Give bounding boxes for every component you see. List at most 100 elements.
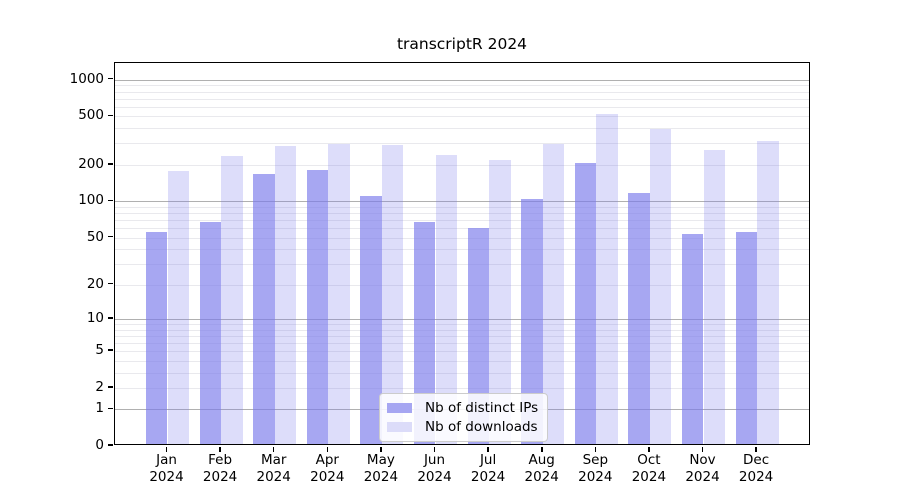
legend-swatch-downloads-icon — [387, 422, 412, 432]
gridline-minor — [115, 237, 809, 239]
y-tick-mark — [108, 114, 113, 117]
gridline-minor — [115, 372, 809, 374]
x-tick-mark — [701, 446, 704, 452]
x-tick-mark — [380, 446, 382, 452]
y-tick-label: 1 — [95, 400, 104, 417]
x-tick-mark — [433, 446, 436, 452]
legend-item-distinct-ips: Nb of distinct IPs — [387, 400, 538, 416]
y-tick-mark — [108, 282, 113, 285]
gridline-minor — [115, 335, 809, 337]
gridline-major — [115, 318, 809, 321]
bar-distinct-ips-jul-2024 — [467, 227, 490, 444]
x-tick-label-apr: Apr 2024 — [310, 452, 345, 485]
bar-downloads-apr-2024 — [328, 143, 350, 444]
gridline-minor — [115, 128, 809, 130]
y-tick-label: 500 — [78, 107, 104, 124]
y-tick-mark — [108, 407, 113, 409]
y-tick-mark — [108, 349, 113, 351]
bar-downloads-jul-2024 — [489, 160, 511, 444]
bar-downloads-jun-2024 — [435, 155, 458, 444]
gridline-minor — [115, 360, 809, 362]
x-tick-label-may: May 2024 — [363, 452, 399, 485]
gridline-minor — [115, 98, 809, 100]
chart-title: transcriptR 2024 — [396, 35, 528, 53]
bar-downloads-sep-2024 — [596, 113, 618, 444]
legend-label-distinct-ips: Nb of distinct IPs — [425, 400, 539, 416]
y-tick-label: 10 — [86, 309, 104, 326]
bar-distinct-ips-mar-2024 — [253, 173, 275, 444]
y-tick-label: 5 — [95, 342, 104, 358]
y-tick-mark — [108, 444, 113, 446]
x-tick-mark — [648, 446, 650, 452]
x-tick-mark — [755, 446, 757, 452]
x-tick-label-dec: Dec 2024 — [738, 452, 774, 485]
legend-label-downloads: Nb of downloads — [425, 419, 538, 435]
bar-distinct-ips-nov-2024 — [681, 233, 704, 444]
y-tick-label: 50 — [86, 228, 104, 245]
legend-item-downloads: Nb of downloads — [387, 419, 538, 435]
legend: Nb of distinct IPs Nb of downloads — [379, 393, 549, 442]
y-tick-label: 100 — [78, 192, 104, 209]
bar-distinct-ips-sep-2024 — [574, 163, 597, 444]
y-tick-mark — [108, 386, 113, 388]
y-tick-mark — [108, 163, 113, 165]
y-tick-mark — [108, 199, 113, 201]
x-tick-label-oct: Oct 2024 — [631, 452, 667, 485]
legend-swatch-distinct-ips-icon — [387, 403, 412, 413]
y-tick-mark — [108, 77, 113, 80]
x-tick-mark — [219, 446, 221, 452]
gridline-minor — [115, 206, 809, 208]
bar-downloads-nov-2024 — [703, 149, 726, 444]
y-tick-mark — [108, 317, 113, 319]
bar-downloads-may-2024 — [381, 145, 404, 444]
y-tick-label: 2 — [95, 378, 104, 395]
gridline-minor — [115, 91, 809, 93]
bar-distinct-ips-feb-2024 — [199, 221, 222, 444]
bar-downloads-oct-2024 — [649, 128, 672, 444]
x-tick-label-jun: Jun 2024 — [417, 452, 452, 485]
x-tick-label-nov: Nov 2024 — [685, 452, 720, 485]
gridline-minor — [115, 249, 809, 251]
x-tick-label-jan: Jan 2024 — [149, 452, 184, 485]
gridline-minor — [115, 220, 809, 221]
gridline-minor — [115, 329, 809, 331]
y-tick-label: 0 — [95, 437, 104, 453]
gridline-minor — [115, 263, 809, 265]
bar-distinct-ips-jan-2024 — [145, 231, 168, 444]
bar-downloads-aug-2024 — [542, 144, 565, 444]
gridline-minor — [115, 143, 809, 145]
x-tick-mark — [326, 446, 329, 452]
gridline-minor — [115, 228, 809, 229]
bar-distinct-ips-aug-2024 — [521, 199, 543, 444]
bar-downloads-jan-2024 — [167, 171, 190, 444]
x-tick-label-feb: Feb 2024 — [202, 452, 238, 485]
bar-downloads-feb-2024 — [221, 156, 243, 444]
x-tick-mark — [594, 446, 596, 452]
bar-distinct-ips-apr-2024 — [306, 169, 329, 444]
bar-downloads-mar-2024 — [274, 146, 297, 444]
gridline-minor — [115, 116, 809, 118]
gridline-minor — [115, 387, 809, 389]
gridline-minor — [115, 323, 809, 325]
x-tick-mark — [487, 446, 489, 452]
bar-distinct-ips-may-2024 — [360, 195, 382, 444]
gridline-minor — [115, 164, 809, 166]
gridline-major — [115, 79, 809, 81]
gridline-minor — [115, 85, 809, 87]
gridline-minor — [115, 213, 809, 214]
bar-distinct-ips-jun-2024 — [413, 221, 436, 444]
gridline-minor — [115, 284, 809, 286]
y-tick-label: 20 — [86, 275, 104, 292]
gridline-minor — [115, 342, 809, 344]
x-tick-mark — [165, 446, 168, 452]
bar-distinct-ips-oct-2024 — [628, 193, 650, 444]
x-tick-label-sep: Sep 2024 — [578, 452, 613, 485]
x-tick-mark — [272, 446, 275, 452]
x-tick-label-jul: Jul 2024 — [470, 452, 506, 485]
x-tick-mark — [541, 446, 543, 452]
x-tick-label-aug: Aug 2024 — [524, 452, 559, 485]
x-tick-label-mar: Mar 2024 — [256, 452, 291, 485]
y-tick-label: 200 — [78, 155, 104, 172]
gridline-minor — [115, 106, 809, 108]
